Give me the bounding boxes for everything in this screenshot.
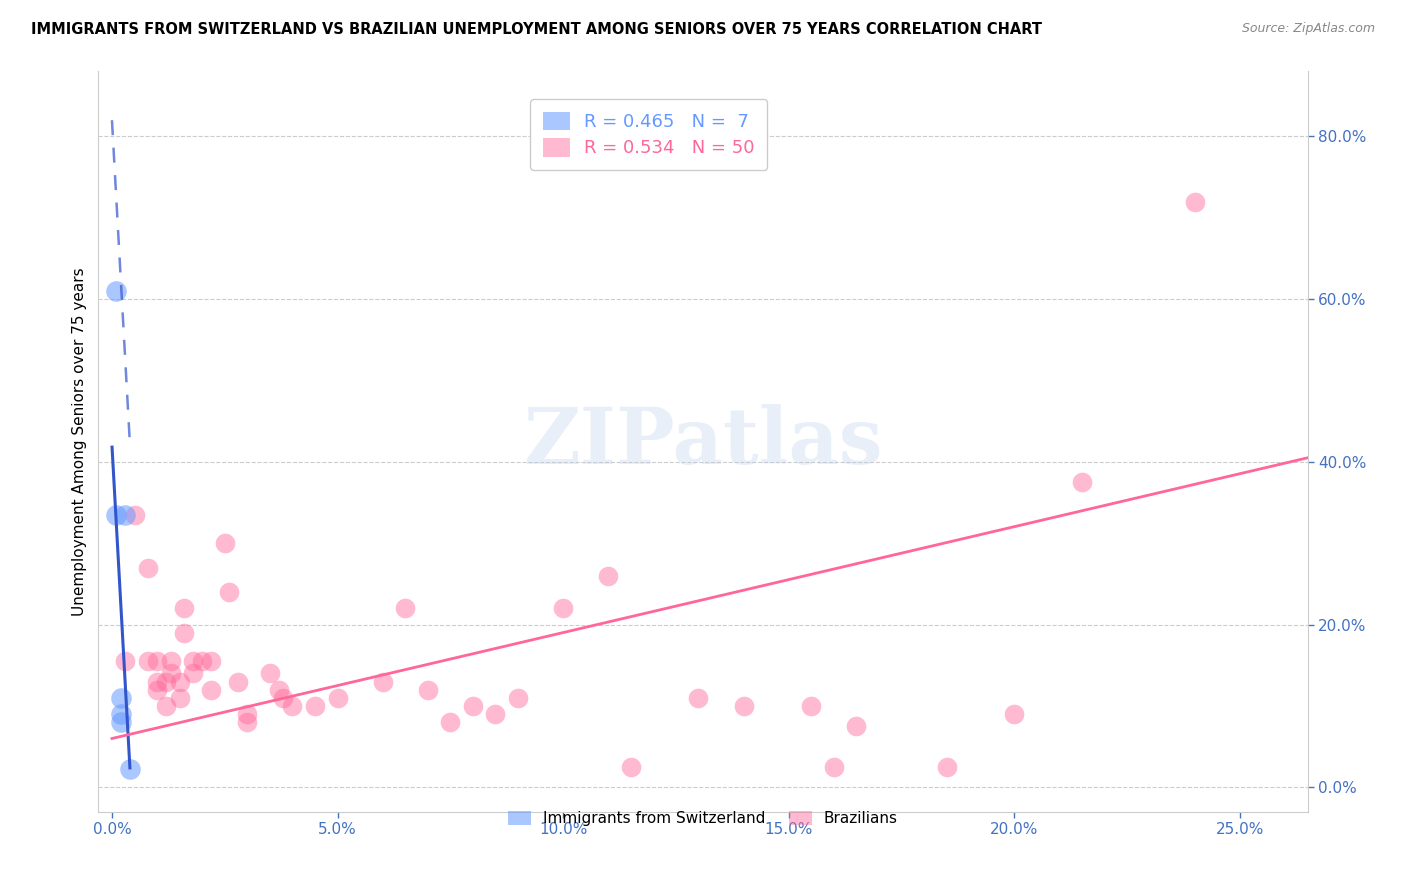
Legend: Immigrants from Switzerland, Brazilians: Immigrants from Switzerland, Brazilians: [501, 804, 905, 834]
Point: [800, 698, 823, 713]
Point: [173, 625, 195, 640]
Point: [935, 760, 957, 774]
Point: [118, 763, 141, 777]
Point: [200, 682, 222, 697]
Text: ZIPatlas: ZIPatlas: [523, 403, 883, 480]
Point: [214, 536, 236, 550]
Point: [304, 698, 326, 713]
Point: [281, 698, 304, 713]
Point: [553, 601, 575, 615]
Point: [326, 690, 349, 705]
Point: [114, 654, 136, 668]
Point: [598, 568, 620, 582]
Point: [226, 674, 249, 689]
Point: [461, 698, 484, 713]
Point: [181, 654, 204, 668]
Point: [1071, 475, 1094, 490]
Point: [484, 707, 506, 722]
Point: [124, 508, 146, 522]
Point: [259, 666, 281, 681]
Point: [159, 654, 181, 668]
Point: [688, 690, 710, 705]
Point: [620, 760, 643, 774]
Point: [439, 715, 461, 730]
Y-axis label: Unemployment Among Seniors over 75 years: Unemployment Among Seniors over 75 years: [72, 268, 87, 615]
Text: IMMIGRANTS FROM SWITZERLAND VS BRAZILIAN UNEMPLOYMENT AMONG SENIORS OVER 75 YEAR: IMMIGRANTS FROM SWITZERLAND VS BRAZILIAN…: [31, 22, 1042, 37]
Point: [110, 690, 132, 705]
Point: [181, 666, 204, 681]
Point: [146, 654, 169, 668]
Point: [1184, 194, 1206, 209]
Point: [845, 719, 868, 733]
Point: [155, 698, 177, 713]
Point: [169, 674, 191, 689]
Point: [173, 601, 195, 615]
Point: [200, 654, 222, 668]
Point: [155, 674, 177, 689]
Point: [733, 698, 755, 713]
Point: [136, 654, 159, 668]
Point: [191, 654, 214, 668]
Point: [136, 560, 159, 574]
Point: [146, 682, 169, 697]
Point: [110, 707, 132, 722]
Point: [114, 508, 136, 522]
Point: [371, 674, 394, 689]
Point: [416, 682, 439, 697]
Point: [506, 690, 529, 705]
Point: [169, 690, 191, 705]
Point: [105, 284, 128, 298]
Text: Source: ZipAtlas.com: Source: ZipAtlas.com: [1241, 22, 1375, 36]
Point: [236, 715, 259, 730]
Point: [105, 508, 128, 522]
Point: [273, 690, 295, 705]
Point: [823, 760, 845, 774]
Point: [236, 707, 259, 722]
Point: [1002, 707, 1025, 722]
Point: [146, 674, 169, 689]
Point: [110, 715, 132, 730]
Point: [159, 666, 181, 681]
Point: [218, 585, 240, 599]
Point: [267, 682, 290, 697]
Point: [394, 601, 416, 615]
